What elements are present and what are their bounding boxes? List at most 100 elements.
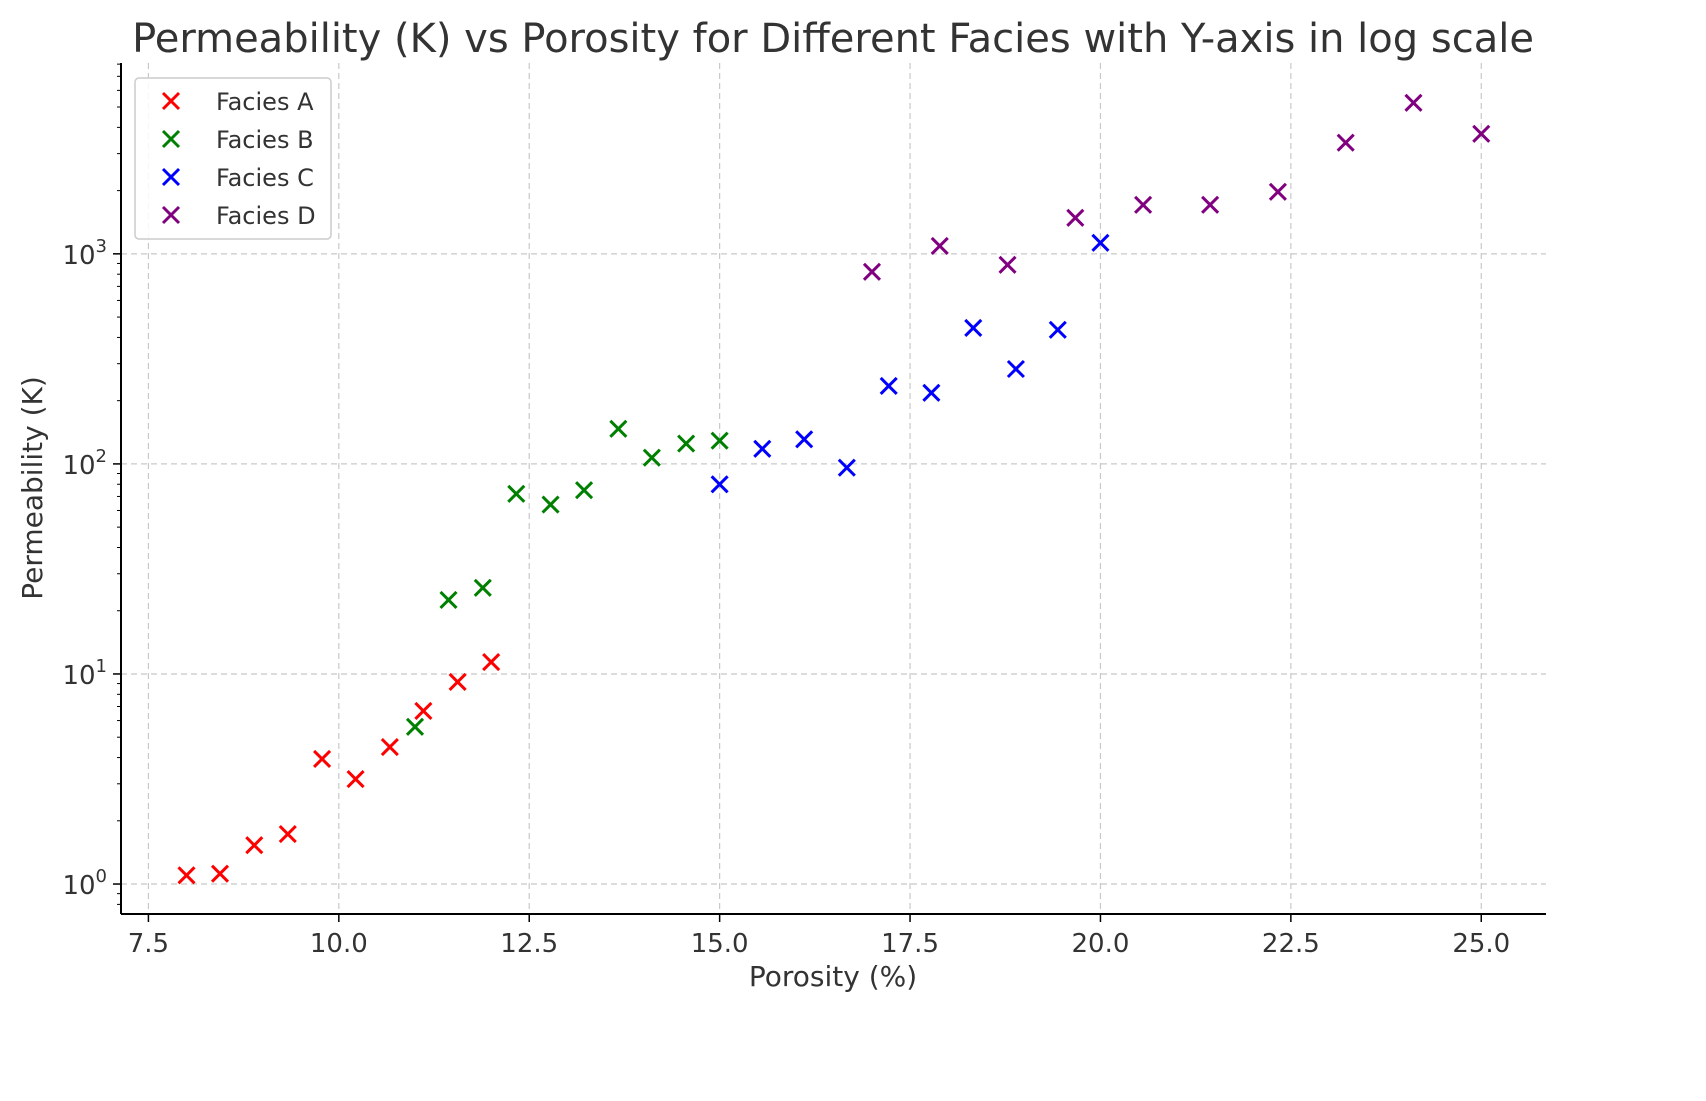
marker-stroke — [507, 484, 526, 503]
data-point — [473, 578, 492, 597]
legend-label-facies-a: Facies A — [216, 88, 314, 116]
data-point — [753, 439, 772, 458]
marker-stroke — [346, 770, 365, 789]
legend-box — [134, 77, 332, 240]
plot-frame — [121, 63, 1546, 914]
ticks: 7.5 10.0 12.5 15.0 17.5 20.0 22.5 25.0 100 101 102… — [62, 63, 1510, 959]
marker-stroke — [862, 262, 882, 281]
marker-stroke — [210, 864, 230, 883]
chart-title: Permeability (K) vs Porosity for Differe… — [132, 16, 1534, 62]
marker-stroke — [879, 376, 898, 396]
x-tick-label: 22.5 — [1262, 929, 1320, 959]
x-tick-label: 17.5 — [881, 929, 939, 959]
data-point — [862, 262, 882, 281]
marker-stroke — [1066, 208, 1085, 227]
data-point — [346, 770, 365, 789]
data-point — [879, 376, 898, 396]
legend-marker-facies-a — [161, 91, 181, 111]
series-facies-c — [710, 233, 1110, 494]
marker-stroke — [177, 866, 196, 885]
y-tick-label: 101 — [62, 656, 107, 691]
data-point — [541, 495, 560, 514]
x-tick-label: 12.5 — [500, 929, 558, 959]
data-point — [837, 458, 856, 477]
marker-stroke — [837, 458, 856, 477]
data-point — [210, 864, 230, 883]
marker-stroke — [930, 236, 949, 255]
data-point — [1091, 233, 1110, 252]
data-point — [1201, 195, 1220, 214]
legend-marker-facies-c — [161, 167, 181, 187]
marker-stroke — [1091, 233, 1110, 252]
data-point — [642, 448, 661, 467]
marker-stroke — [922, 383, 941, 402]
marker-stroke — [795, 430, 814, 449]
x-axis-label: Porosity (%) — [749, 960, 917, 993]
data-point — [278, 824, 297, 844]
data-point — [609, 419, 628, 438]
marker-stroke — [753, 439, 772, 458]
data-point — [1268, 182, 1287, 201]
marker-stroke — [161, 167, 181, 187]
marker-stroke — [1404, 93, 1423, 112]
data-point — [448, 672, 467, 692]
marker-stroke — [677, 434, 696, 453]
marker-stroke — [278, 824, 297, 844]
data-point — [1472, 124, 1491, 143]
data-point — [405, 717, 425, 736]
data-point — [1404, 93, 1423, 112]
data-point — [1066, 208, 1085, 227]
data-point — [507, 484, 526, 503]
marker-stroke — [1472, 124, 1491, 143]
data-point — [964, 318, 983, 337]
data-point — [998, 255, 1017, 274]
legend-marker-facies-b — [161, 129, 181, 149]
marker-stroke — [1336, 133, 1355, 152]
data-point — [439, 590, 458, 610]
marker-stroke — [541, 495, 560, 514]
marker-stroke — [313, 749, 332, 768]
series-facies-d — [862, 93, 1491, 281]
data-point — [710, 431, 729, 450]
marker-stroke — [575, 481, 594, 500]
data-point — [795, 430, 814, 449]
legend: Facies A Facies B Facies C Facies D — [134, 77, 332, 240]
marker-stroke — [448, 672, 467, 692]
marker-stroke — [998, 255, 1017, 274]
legend-label-facies-d: Facies D — [216, 202, 316, 230]
y-tick-label: 102 — [62, 446, 107, 481]
data-point — [1006, 359, 1025, 379]
marker-stroke — [1201, 195, 1220, 214]
marker-stroke — [482, 652, 501, 672]
marker-stroke — [161, 91, 181, 111]
data-point — [677, 434, 696, 453]
x-tick-label: 10.0 — [310, 929, 368, 959]
data-point — [1048, 320, 1067, 339]
marker-stroke — [414, 701, 433, 720]
data-point — [922, 383, 941, 402]
data-point — [245, 836, 264, 855]
y-axis-label: Permeability (K) — [16, 376, 49, 600]
data-points — [177, 93, 1491, 885]
series-facies-a — [177, 652, 501, 885]
marker-stroke — [1006, 359, 1025, 379]
legend-label-facies-b: Facies B — [216, 126, 314, 154]
data-point — [575, 481, 594, 500]
marker-stroke — [1268, 182, 1287, 201]
marker-stroke — [1134, 195, 1153, 214]
data-point — [414, 701, 433, 720]
marker-stroke — [710, 431, 729, 450]
marker-stroke — [161, 129, 181, 149]
marker-stroke — [609, 419, 628, 438]
x-tick-label: 7.5 — [128, 929, 169, 959]
data-point — [1134, 195, 1153, 214]
marker-stroke — [1048, 320, 1067, 339]
x-tick-label: 15.0 — [691, 929, 749, 959]
y-tick-label: 100 — [62, 866, 107, 901]
marker-stroke — [473, 578, 492, 597]
marker-stroke — [964, 318, 983, 337]
marker-stroke — [161, 205, 181, 225]
marker-stroke — [405, 717, 425, 736]
series-facies-b — [405, 419, 729, 736]
